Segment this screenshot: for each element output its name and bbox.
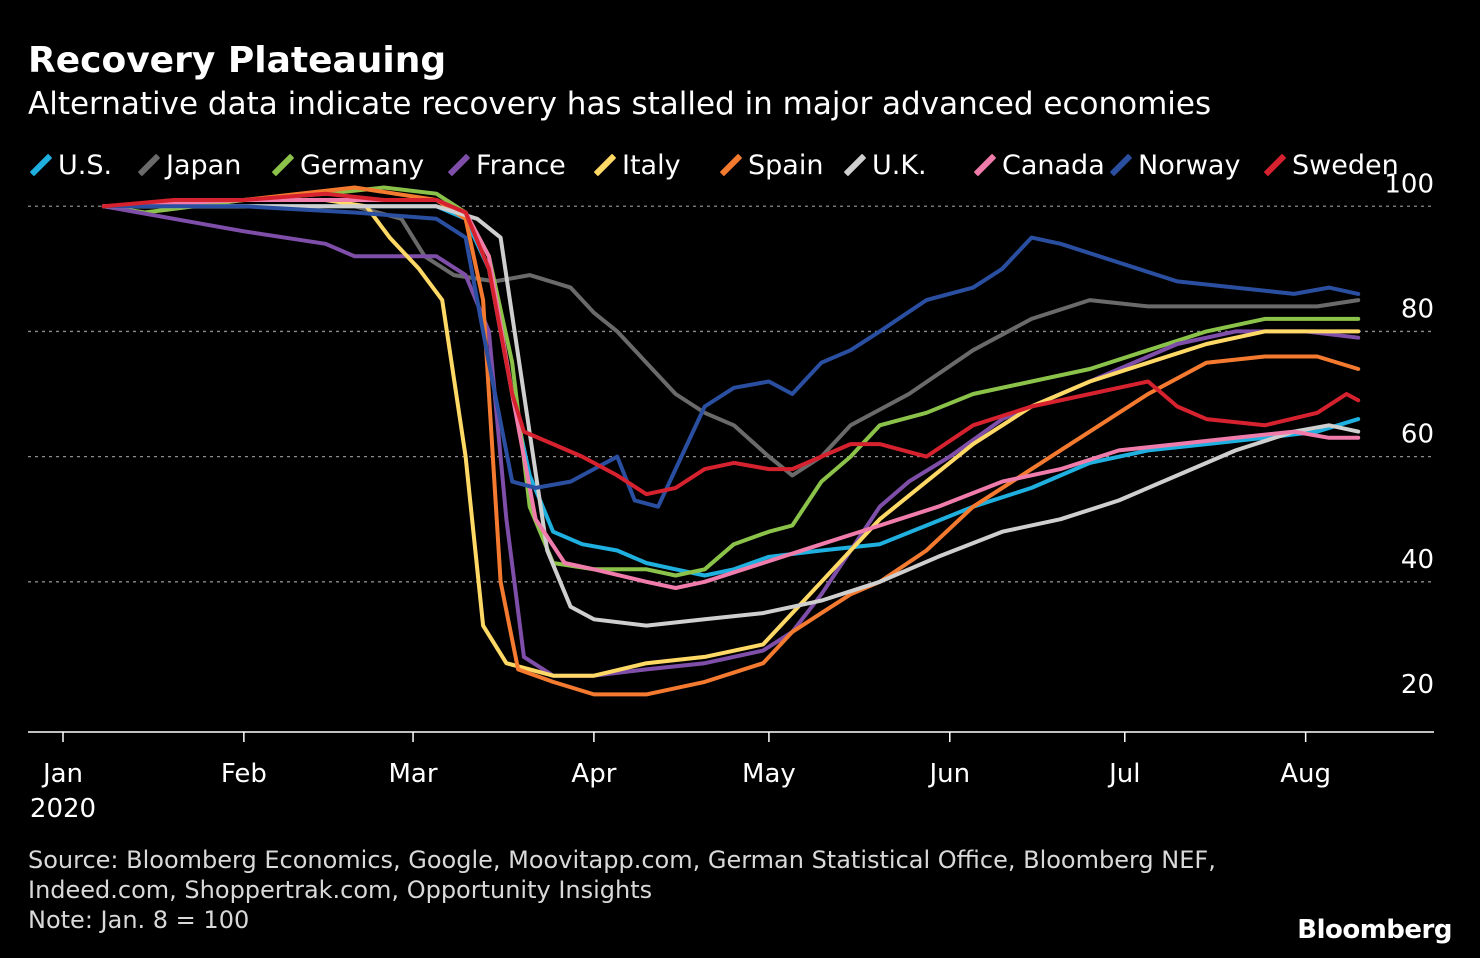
x-tick-label: May [742, 759, 796, 789]
series-line-italy [101, 198, 1361, 678]
legend-item: Norway [1108, 150, 1240, 181]
x-tick-label: Apr [571, 759, 616, 789]
x-tick-label: Jan [41, 759, 83, 789]
legend-label: Norway [1138, 150, 1241, 181]
legend-label: U.S. [58, 150, 113, 181]
y-tick-label: 100 [1384, 169, 1434, 199]
legend-item: Canada [972, 150, 1105, 181]
series-line-uk [101, 204, 1361, 628]
source-line: Indeed.com, Shoppertrak.com, Opportunity… [28, 876, 653, 904]
legend-item: Japan [136, 150, 241, 181]
legend-label: Sweden [1292, 150, 1399, 181]
legend-label: Italy [622, 150, 681, 181]
legend-label: Spain [748, 150, 824, 181]
legend-item: Spain [718, 150, 823, 181]
chart-subtitle: Alternative data indicate recovery has s… [28, 86, 1212, 122]
series-line-germany [101, 185, 1361, 578]
legend-item: France [446, 150, 566, 181]
legend-item: Germany [270, 150, 424, 181]
legend-label: Germany [300, 150, 425, 181]
series-line-japan [101, 204, 1361, 478]
y-tick-label: 60 [1401, 420, 1434, 450]
x-tick-label: Jun [927, 759, 970, 789]
series-line-spain [101, 185, 1361, 697]
y-tick-label: 80 [1401, 294, 1434, 324]
note-line: Note: Jan. 8 = 100 [28, 906, 250, 934]
x-tick-label: Mar [389, 759, 438, 789]
series-line-france [101, 204, 1361, 678]
y-tick-label: 20 [1401, 670, 1434, 700]
source-note: Source: Bloomberg Economics, Google, Moo… [28, 845, 1216, 935]
series-line-sweden [101, 191, 1361, 497]
source-line: Source: Bloomberg Economics, Google, Moo… [28, 846, 1216, 874]
legend-item: Italy [592, 150, 681, 181]
series-line-norway [101, 204, 1361, 509]
legend: U.S. Japan Germany France Italy Spain U.K. Cana… [28, 150, 1468, 190]
bloomberg-logo: Bloomberg [1297, 915, 1452, 945]
y-tick-label: 40 [1401, 545, 1434, 575]
legend-label: France [476, 150, 566, 181]
x-tick-label: Jul [1107, 759, 1140, 789]
series-line-canada [101, 198, 1361, 590]
x-tick-label: Feb [221, 759, 267, 789]
legend-item: U.K. [842, 150, 927, 181]
legend-label: Japan [166, 150, 242, 181]
chart-title: Recovery Plateauing [28, 40, 447, 81]
legend-label: Canada [1002, 150, 1105, 181]
x-year-label: 2020 [30, 794, 96, 824]
legend-item: U.S. [28, 150, 112, 181]
legend-item: Sweden [1262, 150, 1399, 181]
x-tick-label: Aug [1280, 759, 1331, 789]
legend-label: U.K. [872, 150, 927, 181]
